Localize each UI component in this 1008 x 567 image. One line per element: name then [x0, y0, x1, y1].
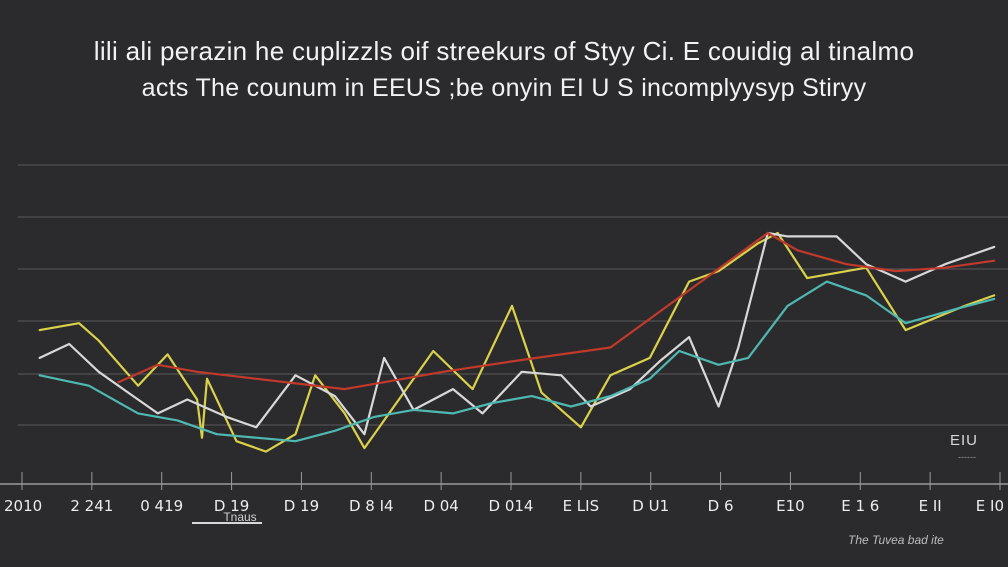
x-tick-label: D 19	[284, 497, 319, 515]
series-line-1	[38, 231, 996, 436]
x-tick-label: E LIS	[563, 497, 600, 515]
x-axis-label-underline	[192, 522, 262, 524]
x-tick-label: E 1 6	[841, 497, 879, 515]
x-axis-label: Tnaus	[223, 510, 257, 524]
footer-note: The Tuvea bad ite	[848, 533, 944, 547]
x-tick-label: 0 419	[140, 497, 183, 515]
legend-label: EIU	[950, 432, 979, 449]
x-tick-label: D 04	[423, 497, 458, 515]
x-tick-label: 2010	[4, 497, 42, 515]
x-tick-label: D U1	[632, 497, 669, 515]
x-tick-label: D 6	[708, 497, 734, 515]
chart-title: lili ali perazin he cuplizzls oif streek…	[93, 36, 915, 66]
series-line-3	[117, 231, 996, 391]
x-tick-label: E I0	[976, 497, 1004, 515]
x-tick-label: E10	[776, 497, 805, 515]
x-tick-label: D 014	[489, 497, 534, 515]
series-line-0	[38, 231, 996, 453]
chart-subtitle: acts The counum in EEUS ;be onyin EI U S…	[141, 74, 867, 102]
x-tick-label: D 19	[214, 497, 249, 515]
x-tick-label: 2 241	[70, 497, 113, 515]
series-line-2	[38, 280, 996, 443]
x-tick-label: E II	[919, 497, 942, 515]
x-tick-label: D 8 I4	[349, 497, 394, 515]
legend-sublabel: ------	[958, 452, 976, 462]
